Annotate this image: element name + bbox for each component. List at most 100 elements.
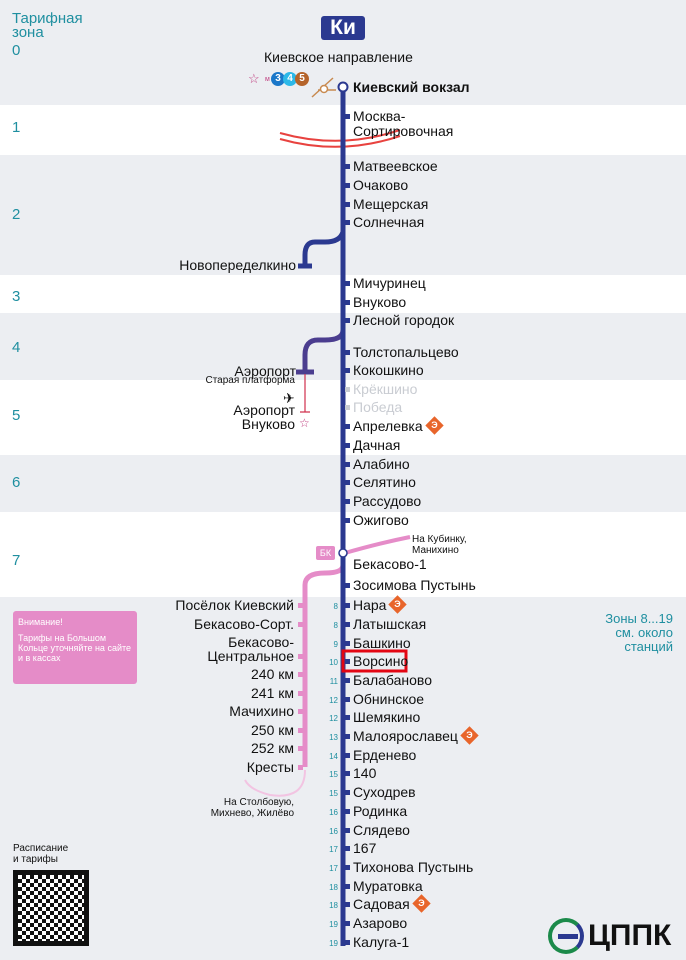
station[interactable]: Алабино [353, 457, 410, 472]
station-aeroport[interactable]: Аэропорт [234, 363, 296, 379]
station[interactable]: Бекасово-1 [353, 557, 427, 572]
station[interactable]: Очаково [353, 178, 408, 193]
station-name: Латышская [353, 616, 427, 632]
station[interactable]: Шемякино [353, 710, 420, 725]
zone-label-3: 3 [12, 288, 21, 305]
station-tick [345, 462, 350, 467]
highlight-box [341, 649, 408, 673]
station[interactable]: Мичуринец [353, 276, 426, 291]
station-name: Азарово [353, 915, 408, 931]
station[interactable]: Мещерская [353, 197, 428, 212]
station[interactable]: Лесной городок [353, 313, 454, 328]
station[interactable]: Балабаново [353, 673, 432, 688]
station-tick [345, 622, 350, 627]
station-tick [345, 902, 350, 907]
pink-station[interactable]: Кресты [246, 759, 294, 775]
station[interactable]: Калуга-1 [353, 935, 409, 950]
pink-station[interactable]: Бекасово-Сорт. [194, 616, 294, 632]
station-tick [345, 921, 350, 926]
station[interactable]: Башкино [353, 636, 411, 651]
pink-station[interactable]: 250 км [251, 722, 294, 738]
station-tick [345, 480, 350, 485]
station-name: Рассудово [353, 493, 422, 509]
station[interactable]: Киевский вокзал [353, 80, 470, 95]
pink-station[interactable]: Посёлок Киевский [175, 597, 294, 613]
zone-label-4: 4 [12, 339, 21, 356]
pink-station[interactable]: 240 км [251, 666, 294, 682]
station[interactable]: Обнинское [353, 692, 424, 707]
station[interactable]: Зосимова Пустынь [353, 578, 476, 593]
station-tick [345, 697, 350, 702]
station-tick [345, 865, 350, 870]
station-name: Толстопальцево [353, 344, 459, 360]
station-tick [345, 281, 350, 286]
pink-station[interactable]: Мачихино [229, 703, 294, 719]
station[interactable]: Селятино [353, 475, 416, 490]
station[interactable]: Крёкшино [353, 382, 417, 397]
station[interactable]: Садовая Э [353, 894, 431, 913]
station-tick [345, 499, 350, 504]
station[interactable]: Апрелевка Э [353, 416, 444, 435]
station-tick [298, 746, 303, 751]
station-tick [298, 603, 303, 608]
station[interactable]: Азарово [353, 916, 407, 931]
station[interactable]: 167 [353, 841, 376, 856]
station-zone: 17 [329, 864, 338, 873]
station[interactable]: Солнечная [353, 215, 424, 230]
station-tick [345, 828, 350, 833]
station[interactable]: Нара Э [353, 595, 408, 614]
station[interactable]: Рассудово [353, 494, 421, 509]
station-name: Внуково [353, 294, 407, 310]
station[interactable]: Тихонова Пустынь [353, 860, 473, 875]
station[interactable]: Внуково [353, 295, 406, 310]
station-tick [345, 678, 350, 683]
station-zone: 19 [329, 939, 338, 948]
station[interactable]: Москва- Сортировочная [353, 109, 453, 139]
station[interactable]: Толстопальцево [353, 345, 459, 360]
station[interactable]: Победа [353, 400, 402, 415]
pink-station[interactable]: 252 км [251, 740, 294, 756]
zone-label-1: 1 [12, 119, 21, 136]
line-badge: Ки [321, 16, 365, 40]
station[interactable]: Кокошкино [353, 363, 424, 378]
logo-text: ЦППК [588, 919, 672, 952]
station-name: Кокошкино [353, 362, 424, 378]
station[interactable]: Слядево [353, 823, 410, 838]
station-name: Муратовка [353, 878, 423, 894]
station-novoperedelkino[interactable]: Новопеределкино [179, 257, 296, 273]
station[interactable]: Ерденево [353, 748, 416, 763]
express-icon: Э [411, 894, 431, 913]
station-tick [298, 622, 303, 627]
station-tick [345, 940, 350, 945]
station-tick [345, 443, 350, 448]
station[interactable]: Латышская [353, 617, 426, 632]
kievsky-station-circle [337, 81, 349, 93]
station-name: Тихонова Пустынь [353, 859, 474, 875]
station[interactable]: Матвеевское [353, 159, 438, 174]
station-tick [345, 583, 350, 588]
schedule-label: Расписание и тарифы [13, 843, 69, 865]
zone-label-2: 2 [12, 206, 21, 223]
pink-station[interactable]: 241 км [251, 685, 294, 701]
station[interactable]: Дачная [353, 438, 400, 453]
metro-line-4-icon: 4 [283, 72, 297, 86]
airport-branch [296, 329, 346, 375]
station[interactable]: Суходрев [353, 785, 416, 800]
station[interactable]: Муратовка [353, 879, 423, 894]
station[interactable]: Ворсино [353, 654, 408, 669]
station-name: Москва- Сортировочная [353, 108, 454, 139]
station-name: Селятино [353, 474, 416, 490]
mcd-arc [279, 129, 401, 142]
qr-code[interactable] [13, 870, 89, 946]
station[interactable]: Ожигово [353, 513, 409, 528]
station-name: Слядево [353, 822, 410, 838]
pink-station[interactable]: Бекасово- Центральное [207, 634, 294, 664]
station[interactable]: 140 [353, 766, 376, 781]
station-airport-vnukovo[interactable]: Аэропорт Внуково [233, 402, 295, 432]
station-name: Апрелевка [353, 418, 423, 434]
station[interactable]: Малоярославец Э [353, 726, 479, 745]
express-icon: Э [388, 595, 408, 614]
station-name: Калуга-1 [353, 934, 410, 950]
station[interactable]: Родинка [353, 804, 407, 819]
